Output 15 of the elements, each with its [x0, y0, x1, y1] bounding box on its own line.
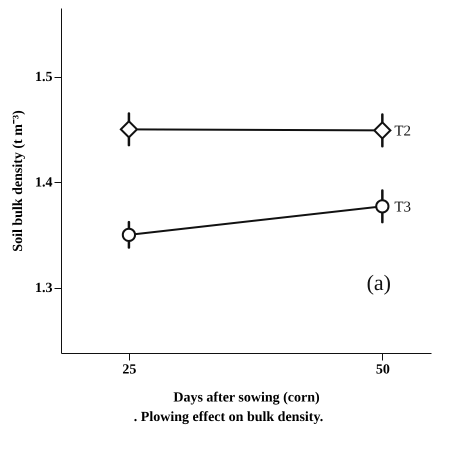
annotation: (a): [366, 270, 391, 295]
point: [373, 121, 392, 140]
y-tick-label: 1.3: [35, 281, 52, 296]
series-label: T3: [394, 199, 412, 216]
y-tick-label: 1.4: [35, 176, 52, 191]
text: . Plowing effect on bulk density.: [132, 410, 324, 426]
point: [122, 228, 136, 242]
point: [375, 199, 390, 214]
x-tick-label: 25: [122, 362, 136, 378]
x-axis-title: Days after sowing (corn): [173, 390, 320, 406]
y-axis-title: Soil bulk density (t m⁻³): [11, 110, 26, 252]
x-tick-label: 50: [376, 362, 390, 378]
y-tick-label: 1.5: [35, 70, 52, 86]
series-label: T2: [394, 123, 412, 140]
point: [120, 120, 138, 138]
